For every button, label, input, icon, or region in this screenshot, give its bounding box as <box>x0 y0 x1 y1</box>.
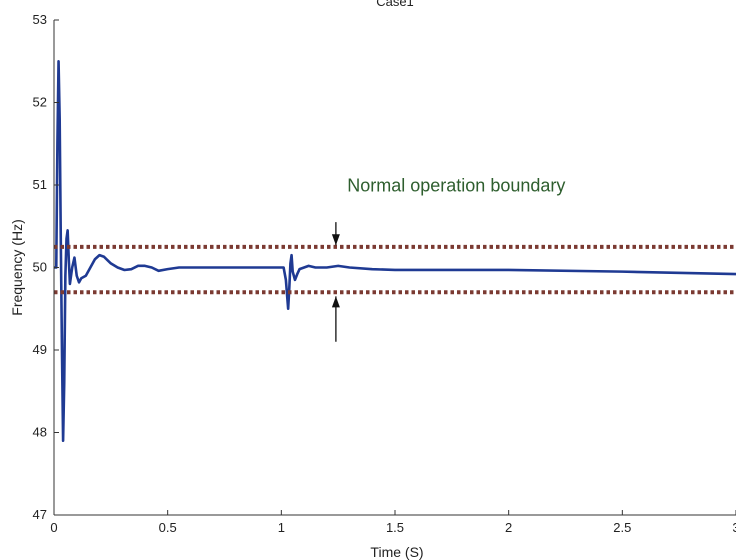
x-tick-label: 2.5 <box>613 520 631 535</box>
x-axis-title: Time (S) <box>370 544 423 560</box>
chart-title: Case1 <box>376 0 414 9</box>
y-tick-label: 49 <box>33 342 47 357</box>
y-tick-label: 47 <box>33 507 47 522</box>
arrow-down-head <box>331 234 340 246</box>
x-tick-label: 2 <box>505 520 512 535</box>
x-axis-ticks: 0 0.5 1 1.5 2 2.5 3 <box>50 510 736 535</box>
y-tick-label: 48 <box>33 425 47 440</box>
arrow-up-head <box>331 296 340 308</box>
x-tick-label: 0.5 <box>159 520 177 535</box>
x-tick-label: 3 <box>732 520 736 535</box>
frequency-line <box>54 59 736 443</box>
x-tick-label: 1.5 <box>386 520 404 535</box>
y-tick-label: 53 <box>33 12 47 27</box>
y-tick-label: 51 <box>33 177 47 192</box>
x-tick-label: 0 <box>50 520 57 535</box>
y-tick-label: 50 <box>33 260 47 275</box>
y-tick-label: 52 <box>33 95 47 110</box>
plot-area <box>54 59 736 443</box>
boundary-annotation: Normal operation boundary <box>347 176 565 196</box>
y-axis-title: Frequency (Hz) <box>9 219 25 315</box>
y-axis-ticks: 47 48 49 50 51 52 53 <box>33 12 59 522</box>
annotations: Normal operation boundary <box>331 176 565 342</box>
x-tick-label: 1 <box>278 520 285 535</box>
